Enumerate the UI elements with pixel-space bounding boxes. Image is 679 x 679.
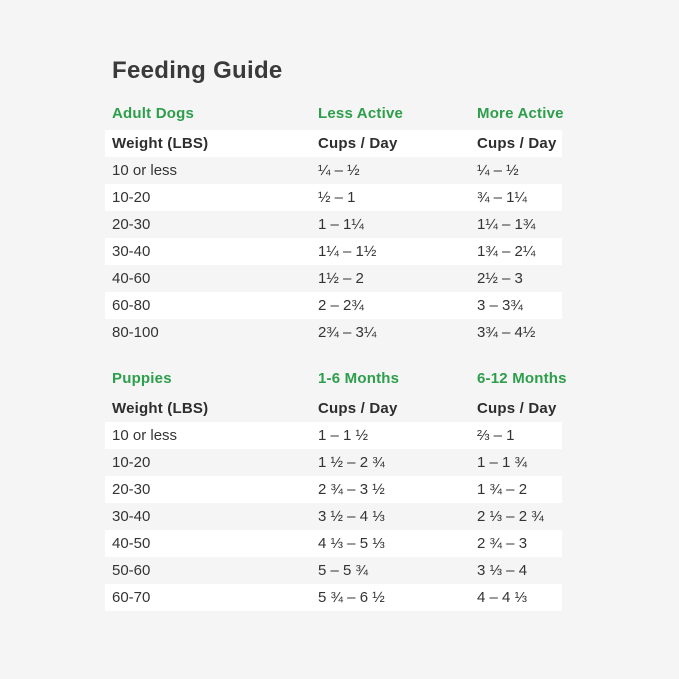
column-label-less-active: Less Active (318, 104, 404, 122)
page-title: Feeding Guide (112, 57, 283, 84)
more-active-cell: ¼ – ½ (477, 162, 519, 179)
table-row: 60-80 2 – 2¾ 3 – 3¾ (105, 292, 562, 319)
weight-cell: 20-30 (112, 216, 151, 233)
column-label-1-6-months: 1-6 Months (318, 369, 400, 387)
weight-cell: 10 or less (112, 162, 178, 179)
weight-cell: 30-40 (112, 243, 151, 260)
less-active-cell: 1½ – 2 (318, 270, 364, 287)
more-active-cell: 3¾ – 4½ (477, 324, 536, 341)
weight-cell: 60-70 (112, 589, 151, 606)
puppies-table: Weight (LBS) Cups / Day Cups / Day 10 or… (105, 395, 562, 611)
adult-table-header-row: Weight (LBS) Cups / Day Cups / Day (105, 130, 562, 157)
section-label-adult-dogs: Adult Dogs (112, 104, 194, 122)
adult-dogs-section: Adult Dogs Less Active More Active Weigh… (105, 102, 563, 346)
months-6-12-cell: 1 – 1 ¾ (477, 454, 528, 471)
less-active-cell: ½ – 1 (318, 189, 356, 206)
weight-cell: 80-100 (112, 324, 159, 341)
cups-per-day-header-cell: Cups / Day (477, 135, 557, 152)
column-label-6-12-months: 6-12 Months (477, 369, 567, 387)
weight-cell: 40-50 (112, 535, 151, 552)
more-active-cell: 1¼ – 1¾ (477, 216, 536, 233)
months-6-12-cell: 3 ⅓ – 4 (477, 562, 528, 579)
table-row: 60-70 5 ¾ – 6 ½ 4 – 4 ⅓ (105, 584, 562, 611)
months-1-6-cell: 4 ⅓ – 5 ⅓ (318, 535, 385, 552)
puppies-table-header-row: Weight (LBS) Cups / Day Cups / Day (105, 395, 562, 422)
table-row: 40-50 4 ⅓ – 5 ⅓ 2 ¾ – 3 (105, 530, 562, 557)
weight-cell: 10 or less (112, 427, 178, 444)
months-1-6-cell: 1 ½ – 2 ¾ (318, 454, 385, 471)
months-1-6-cell: 2 ¾ – 3 ½ (318, 481, 385, 498)
table-row: 30-40 1¼ – 1½ 1¾ – 2¼ (105, 238, 562, 265)
puppies-section: Puppies 1-6 Months 6-12 Months Weight (L… (105, 367, 567, 611)
weight-header-cell: Weight (LBS) (112, 135, 209, 152)
cups-per-day-header-cell: Cups / Day (477, 400, 557, 417)
less-active-cell: 2 – 2¾ (318, 297, 364, 314)
less-active-cell: 1¼ – 1½ (318, 243, 377, 260)
months-6-12-cell: 4 – 4 ⅓ (477, 589, 528, 606)
months-6-12-cell: 2 ⅓ – 2 ¾ (477, 508, 544, 525)
months-1-6-cell: 1 – 1 ½ (318, 427, 369, 444)
less-active-cell: 1 – 1¼ (318, 216, 364, 233)
weight-cell: 50-60 (112, 562, 151, 579)
weight-cell: 40-60 (112, 270, 151, 287)
table-row: 80-100 2¾ – 3¼ 3¾ – 4½ (105, 319, 562, 346)
weight-cell: 60-80 (112, 297, 151, 314)
content-area: Feeding Guide Adult Dogs Less Active Mor… (105, 56, 567, 611)
table-row: 50-60 5 – 5 ¾ 3 ⅓ – 4 (105, 557, 562, 584)
column-label-more-active: More Active (477, 104, 564, 122)
table-row: 10-20 1 ½ – 2 ¾ 1 – 1 ¾ (105, 449, 562, 476)
table-row: 10 or less 1 – 1 ½ ⅔ – 1 (105, 422, 562, 449)
table-row: 30-40 3 ½ – 4 ⅓ 2 ⅓ – 2 ¾ (105, 503, 562, 530)
months-6-12-cell: ⅔ – 1 (477, 427, 515, 444)
adult-section-header: Adult Dogs Less Active More Active (105, 102, 563, 124)
more-active-cell: ¾ – 1¼ (477, 189, 528, 206)
cups-per-day-header-cell: Cups / Day (318, 400, 398, 417)
cups-per-day-header-cell: Cups / Day (318, 135, 398, 152)
adult-table: Weight (LBS) Cups / Day Cups / Day 10 or… (105, 130, 562, 346)
months-1-6-cell: 3 ½ – 4 ⅓ (318, 508, 385, 525)
table-row: 10-20 ½ – 1 ¾ – 1¼ (105, 184, 562, 211)
less-active-cell: ¼ – ½ (318, 162, 360, 179)
months-6-12-cell: 1 ¾ – 2 (477, 481, 528, 498)
table-row: 10 or less ¼ – ½ ¼ – ½ (105, 157, 562, 184)
weight-cell: 10-20 (112, 454, 151, 471)
more-active-cell: 3 – 3¾ (477, 297, 523, 314)
more-active-cell: 1¾ – 2¼ (477, 243, 536, 260)
weight-cell: 30-40 (112, 508, 151, 525)
weight-cell: 20-30 (112, 481, 151, 498)
table-row: 20-30 1 – 1¼ 1¼ – 1¾ (105, 211, 562, 238)
section-label-puppies: Puppies (112, 369, 172, 387)
puppies-section-header: Puppies 1-6 Months 6-12 Months (105, 367, 567, 389)
months-6-12-cell: 2 ¾ – 3 (477, 535, 528, 552)
weight-cell: 10-20 (112, 189, 151, 206)
less-active-cell: 2¾ – 3¼ (318, 324, 377, 341)
months-1-6-cell: 5 ¾ – 6 ½ (318, 589, 385, 606)
months-1-6-cell: 5 – 5 ¾ (318, 562, 369, 579)
weight-header-cell: Weight (LBS) (112, 400, 209, 417)
table-row: 20-30 2 ¾ – 3 ½ 1 ¾ – 2 (105, 476, 562, 503)
more-active-cell: 2½ – 3 (477, 270, 523, 287)
table-row: 40-60 1½ – 2 2½ – 3 (105, 265, 562, 292)
